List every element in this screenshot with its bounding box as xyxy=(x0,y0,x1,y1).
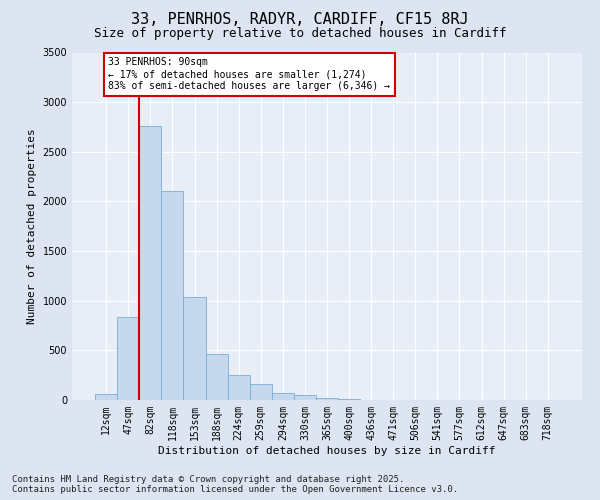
Bar xyxy=(139,126,161,400)
Bar xyxy=(272,393,294,400)
Text: 33 PENRHOS: 90sqm
← 17% of detached houses are smaller (1,274)
83% of semi-detac: 33 PENRHOS: 90sqm ← 17% of detached hous… xyxy=(109,58,391,90)
Bar xyxy=(338,399,360,400)
Bar xyxy=(117,316,139,400)
X-axis label: Distribution of detached houses by size in Cardiff: Distribution of detached houses by size … xyxy=(158,446,496,456)
Bar xyxy=(316,398,338,400)
Bar xyxy=(206,354,227,400)
Bar xyxy=(95,394,117,400)
Bar xyxy=(250,384,272,400)
Bar xyxy=(227,375,250,400)
Text: Contains HM Land Registry data © Crown copyright and database right 2025.
Contai: Contains HM Land Registry data © Crown c… xyxy=(12,474,458,494)
Bar xyxy=(161,192,184,400)
Bar xyxy=(184,296,206,400)
Bar xyxy=(294,395,316,400)
Text: Size of property relative to detached houses in Cardiff: Size of property relative to detached ho… xyxy=(94,28,506,40)
Y-axis label: Number of detached properties: Number of detached properties xyxy=(27,128,37,324)
Text: 33, PENRHOS, RADYR, CARDIFF, CF15 8RJ: 33, PENRHOS, RADYR, CARDIFF, CF15 8RJ xyxy=(131,12,469,28)
